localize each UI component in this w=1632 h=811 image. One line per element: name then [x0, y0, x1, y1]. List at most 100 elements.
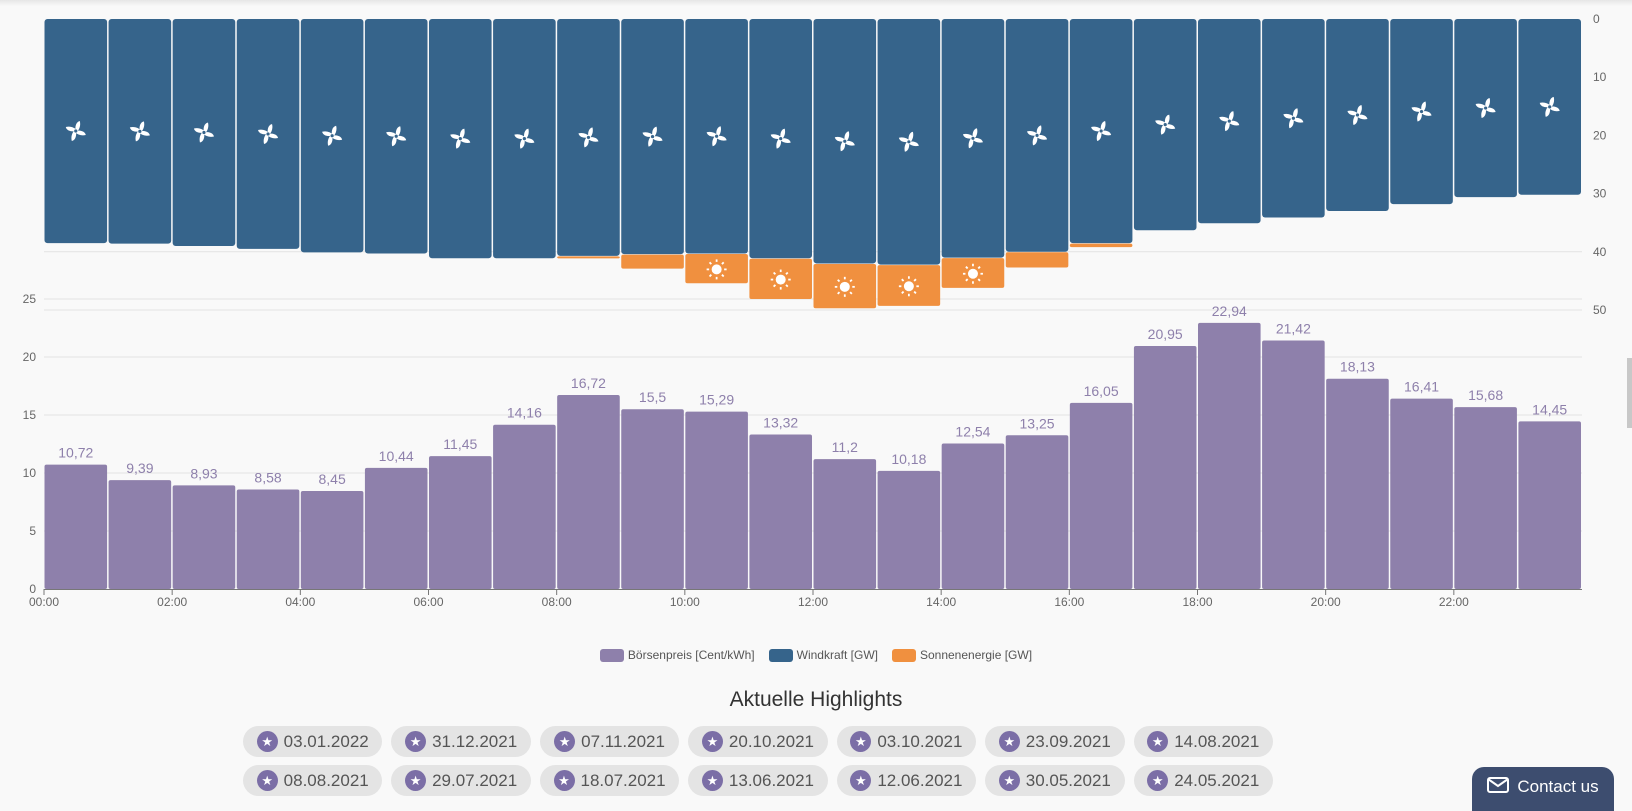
- highlight-chip[interactable]: ★ 24.05.2021: [1133, 765, 1273, 796]
- price-bar: [1069, 402, 1133, 589]
- price-data-label: 21,42: [1276, 321, 1311, 337]
- fan-icon: [1091, 121, 1112, 142]
- y-tick-right: 20: [1593, 128, 1607, 142]
- legend-swatch-price: [599, 648, 624, 662]
- price-bar: [685, 411, 748, 589]
- highlight-date: 13.06.2021: [728, 770, 815, 790]
- fan-icon: [1475, 98, 1496, 119]
- contact-us-button[interactable]: Contact us: [1472, 767, 1614, 811]
- highlight-chip[interactable]: ★ 12.06.2021: [836, 765, 977, 796]
- price-data-label: 15,5: [639, 389, 666, 405]
- highlight-chip[interactable]: ★ 07.11.2021: [539, 726, 680, 757]
- fan-icon: [898, 131, 919, 152]
- y-tick-right: 40: [1593, 245, 1607, 259]
- highlight-chip[interactable]: ★ 20.10.2021: [688, 726, 828, 757]
- chart-legend: Börsenpreis [Cent/kWh] Windkraft [GW] So…: [0, 648, 1632, 662]
- fan-icon: [1283, 108, 1304, 129]
- legend-swatch-wind: [768, 648, 793, 662]
- x-tick-label: 08:00: [542, 595, 572, 609]
- price-data-label: 15,29: [699, 392, 734, 408]
- x-tick-label: 18:00: [1182, 595, 1212, 609]
- price-bar: [44, 464, 108, 589]
- fan-icon: [1027, 125, 1048, 146]
- highlight-chip[interactable]: ★ 03.10.2021: [836, 726, 977, 757]
- fan-icon: [1219, 111, 1240, 132]
- energy-price-chart: 0 5 10 15 20 25 0 10 20 30 40 50 10,72 9,39 8,93 8,58 8,…: [23, 12, 1607, 609]
- price-bar: [877, 470, 941, 589]
- fan-icon: [514, 128, 535, 149]
- fan-icon: [962, 128, 983, 149]
- price-data-label: 14,16: [507, 405, 542, 421]
- price-bar: [557, 395, 620, 589]
- legend-item-solar[interactable]: Sonnenenergie [GW]: [891, 648, 1032, 662]
- highlight-date: 29.07.2021: [432, 770, 518, 790]
- price-bar: [108, 480, 172, 589]
- star-icon: ★: [998, 770, 1020, 791]
- price-data-label: 16,72: [571, 375, 606, 391]
- price-bar: [236, 489, 300, 589]
- star-icon: ★: [1147, 770, 1169, 791]
- fan-icon: [1155, 114, 1176, 135]
- price-data-label: 16,41: [1404, 379, 1439, 395]
- star-icon: ★: [256, 770, 278, 791]
- x-tick-label: 00:00: [29, 595, 59, 609]
- highlight-chip[interactable]: ★ 31.12.2021: [391, 726, 531, 757]
- fan-icon: [450, 128, 471, 149]
- highlight-chip[interactable]: ★ 18.07.2021: [539, 765, 680, 796]
- y-tick-left: 10: [23, 466, 37, 480]
- price-data-label: 12,54: [955, 424, 990, 440]
- highlight-chip[interactable]: ★ 03.01.2022: [243, 726, 383, 757]
- sun-icon: [898, 276, 919, 297]
- highlight-date: 12.06.2021: [877, 770, 963, 790]
- highlight-chip[interactable]: ★ 13.06.2021: [688, 765, 828, 796]
- price-bar: [1390, 398, 1453, 589]
- x-tick-label: 10:00: [670, 595, 700, 609]
- y-tick-left: 15: [23, 408, 37, 422]
- sun-icon: [770, 269, 791, 290]
- star-icon: ★: [998, 731, 1020, 752]
- x-tick-label: 12:00: [798, 595, 828, 609]
- price-bar: [749, 434, 812, 589]
- price-bar: [300, 490, 364, 589]
- highlight-date: 03.01.2022: [283, 731, 369, 751]
- fan-icon: [386, 126, 407, 147]
- star-icon: ★: [405, 770, 427, 791]
- price-data-label: 10,72: [58, 445, 93, 461]
- fan-icon: [578, 127, 599, 148]
- highlight-chip[interactable]: ★ 14.08.2021: [1133, 726, 1273, 757]
- legend-swatch-solar: [891, 648, 916, 662]
- highlight-chip[interactable]: ★ 30.05.2021: [985, 765, 1125, 796]
- price-data-label: 14,45: [1532, 401, 1567, 417]
- price-bar: [172, 485, 236, 589]
- highlight-chip[interactable]: ★ 08.08.2021: [243, 765, 383, 796]
- star-icon: ★: [405, 731, 427, 752]
- y-tick-right: 0: [1593, 12, 1600, 26]
- fan-icon: [642, 126, 663, 147]
- legend-item-wind[interactable]: Windkraft [GW]: [768, 648, 878, 662]
- star-icon: ★: [701, 731, 723, 752]
- price-data-label: 10,44: [379, 448, 414, 464]
- price-bar: [429, 456, 492, 589]
- highlight-date: 24.05.2021: [1174, 770, 1260, 790]
- highlights-title: Aktuelle Highlights: [729, 688, 903, 711]
- price-data-label: 18,13: [1340, 359, 1375, 375]
- price-data-label: 8,45: [319, 471, 346, 487]
- price-data-label: 11,2: [832, 439, 858, 455]
- highlight-chip[interactable]: ★ 29.07.2021: [391, 765, 531, 796]
- highlight-date: 31.12.2021: [432, 731, 518, 751]
- scrollbar-thumb[interactable]: [1627, 358, 1632, 428]
- price-data-label: 20,95: [1148, 326, 1183, 342]
- legend-label-wind: Windkraft [GW]: [796, 648, 878, 662]
- y-tick-right: 30: [1593, 187, 1607, 201]
- y-tick-left: 20: [23, 350, 37, 364]
- price-data-label: 10,18: [891, 451, 926, 467]
- price-data-label: 22,94: [1212, 303, 1247, 319]
- star-icon: ★: [850, 731, 872, 752]
- mail-icon: [1487, 777, 1510, 798]
- fan-icon: [706, 126, 727, 147]
- price-bar: [1326, 378, 1389, 589]
- highlight-chip[interactable]: ★ 23.09.2021: [985, 726, 1125, 757]
- x-tick-label: 16:00: [1054, 595, 1084, 609]
- price-bar: [1518, 421, 1581, 589]
- legend-item-price[interactable]: Börsenpreis [Cent/kWh]: [599, 648, 755, 662]
